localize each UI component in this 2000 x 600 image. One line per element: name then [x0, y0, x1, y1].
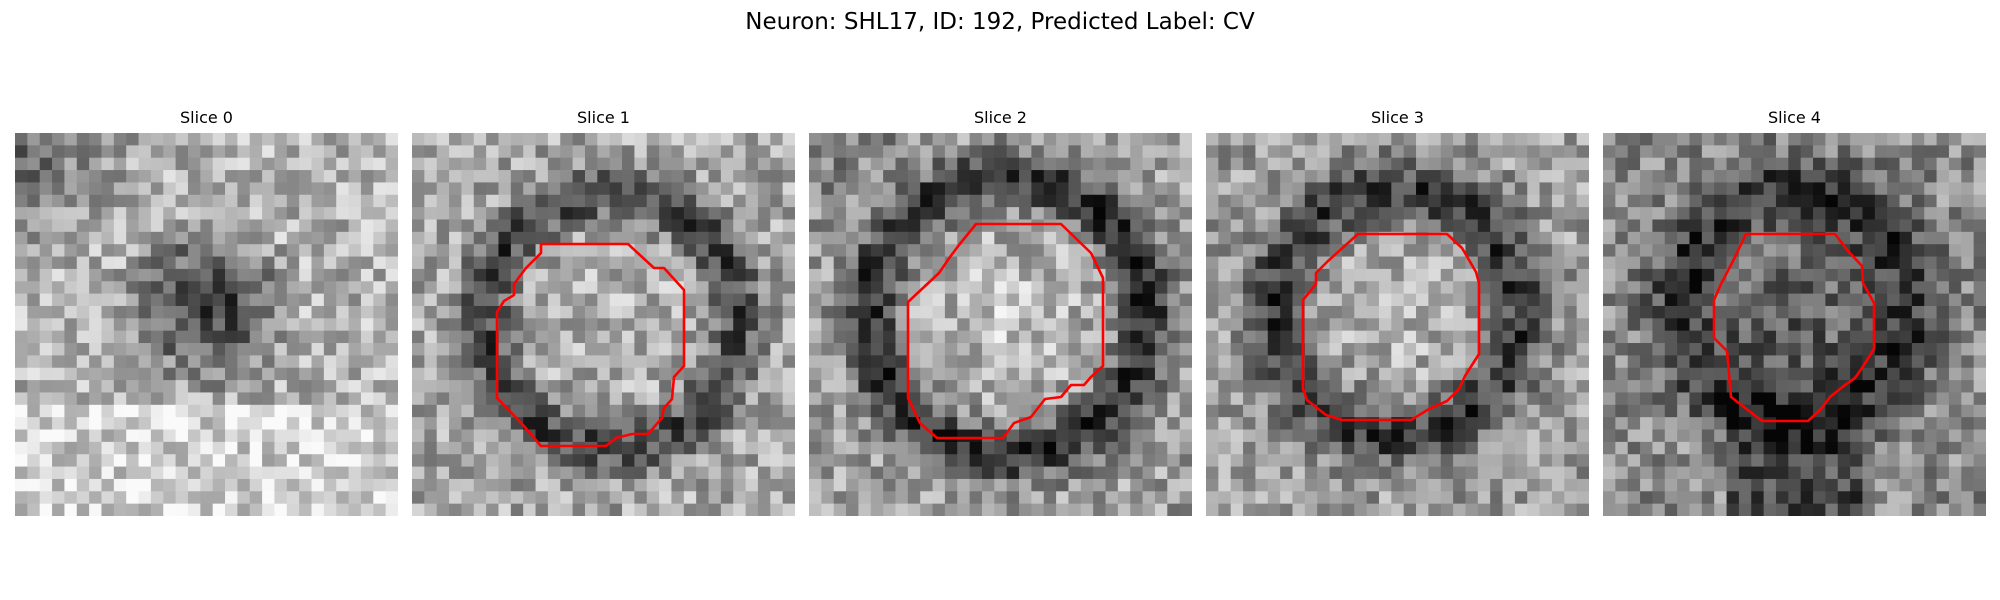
slice-image-2 [809, 133, 1192, 516]
slice-image-4 [1603, 133, 1986, 516]
segmentation-contour [1301, 232, 1481, 422]
slice-image-0 [15, 133, 398, 516]
segmentation-contour [495, 242, 686, 448]
figure-title: Neuron: SHL17, ID: 192, Predicted Label:… [745, 9, 1255, 35]
slice-title-0: Slice 0 [180, 108, 233, 127]
slice-image-3 [1206, 133, 1589, 516]
slice-title-4: Slice 4 [1768, 108, 1821, 127]
pixel-texture [809, 133, 1192, 516]
segmentation-contour [906, 222, 1105, 440]
pixel-texture [1206, 133, 1589, 516]
segmentation-contour [1712, 232, 1876, 423]
slice-image-1 [412, 133, 795, 516]
slice-title-2: Slice 2 [974, 108, 1027, 127]
pixel-texture [412, 133, 795, 516]
slice-title-1: Slice 1 [577, 108, 630, 127]
pixel-texture [15, 133, 398, 516]
slice-title-3: Slice 3 [1371, 108, 1424, 127]
pixel-texture [1603, 133, 1986, 516]
